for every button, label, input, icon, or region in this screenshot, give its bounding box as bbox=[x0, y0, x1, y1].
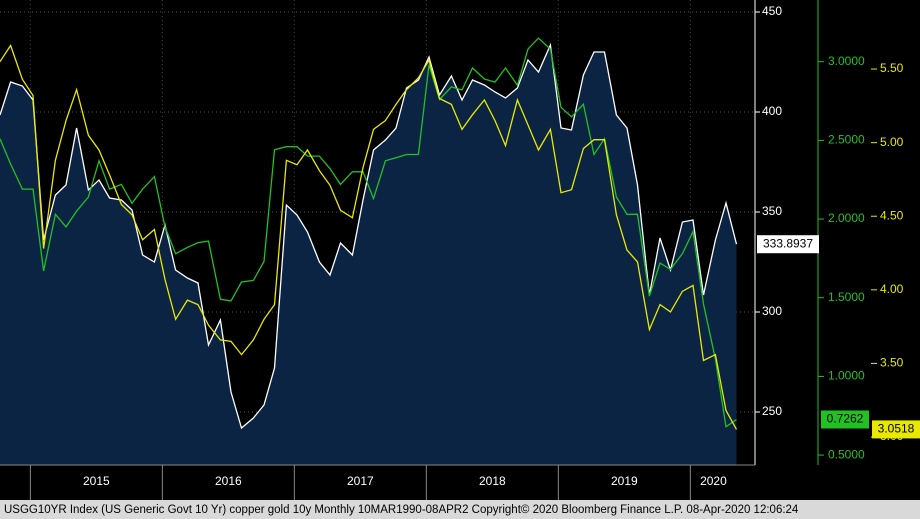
y-tick-label: 400 bbox=[762, 104, 782, 118]
x-tick-label: 2017 bbox=[347, 474, 374, 488]
x-tick-label: 2018 bbox=[479, 474, 506, 488]
last-value-label: 0.7262 bbox=[827, 412, 864, 426]
y3-tick-label: 5.50 bbox=[880, 61, 904, 75]
x-tick-label: 2015 bbox=[83, 474, 110, 488]
x-tick-label: 2020 bbox=[700, 474, 727, 488]
y3-tick-label: 4.00 bbox=[880, 282, 904, 296]
y2-tick-label: 0.5000 bbox=[828, 447, 865, 461]
y3-tick-label: 3.50 bbox=[880, 356, 904, 370]
last-value-label: 333.8937 bbox=[763, 236, 813, 250]
series-line bbox=[0, 44, 738, 430]
series-line bbox=[0, 37, 737, 428]
footer-bar bbox=[0, 500, 920, 519]
last-value-box bbox=[757, 235, 819, 254]
y3-tick-label: 4.50 bbox=[880, 208, 904, 222]
last-value-box bbox=[821, 410, 869, 429]
y2-tick-label: 3.0000 bbox=[828, 54, 865, 68]
y-tick-label: 350 bbox=[762, 204, 782, 218]
x-tick-label: 2019 bbox=[611, 474, 638, 488]
y2-tick-label: 2.0000 bbox=[828, 211, 865, 225]
last-value-label: 3.0518 bbox=[878, 422, 915, 436]
series-line bbox=[0, 42, 738, 430]
y-tick-label: 250 bbox=[762, 404, 782, 418]
y-tick-label: 450 bbox=[762, 4, 782, 18]
y3-tick-label: 5.00 bbox=[880, 135, 904, 149]
y2-tick-label: 1.0000 bbox=[828, 369, 865, 383]
area-fill bbox=[0, 45, 737, 465]
y2-tick-label: 2.5000 bbox=[828, 133, 865, 147]
y2-tick-label: 1.5000 bbox=[828, 290, 865, 304]
x-tick-label: 2016 bbox=[215, 474, 242, 488]
footer: USGG10YR Index (US Generic Govt 10 Yr) c… bbox=[4, 504, 799, 516]
last-value-box bbox=[872, 420, 920, 439]
y-tick-label: 300 bbox=[762, 304, 782, 318]
